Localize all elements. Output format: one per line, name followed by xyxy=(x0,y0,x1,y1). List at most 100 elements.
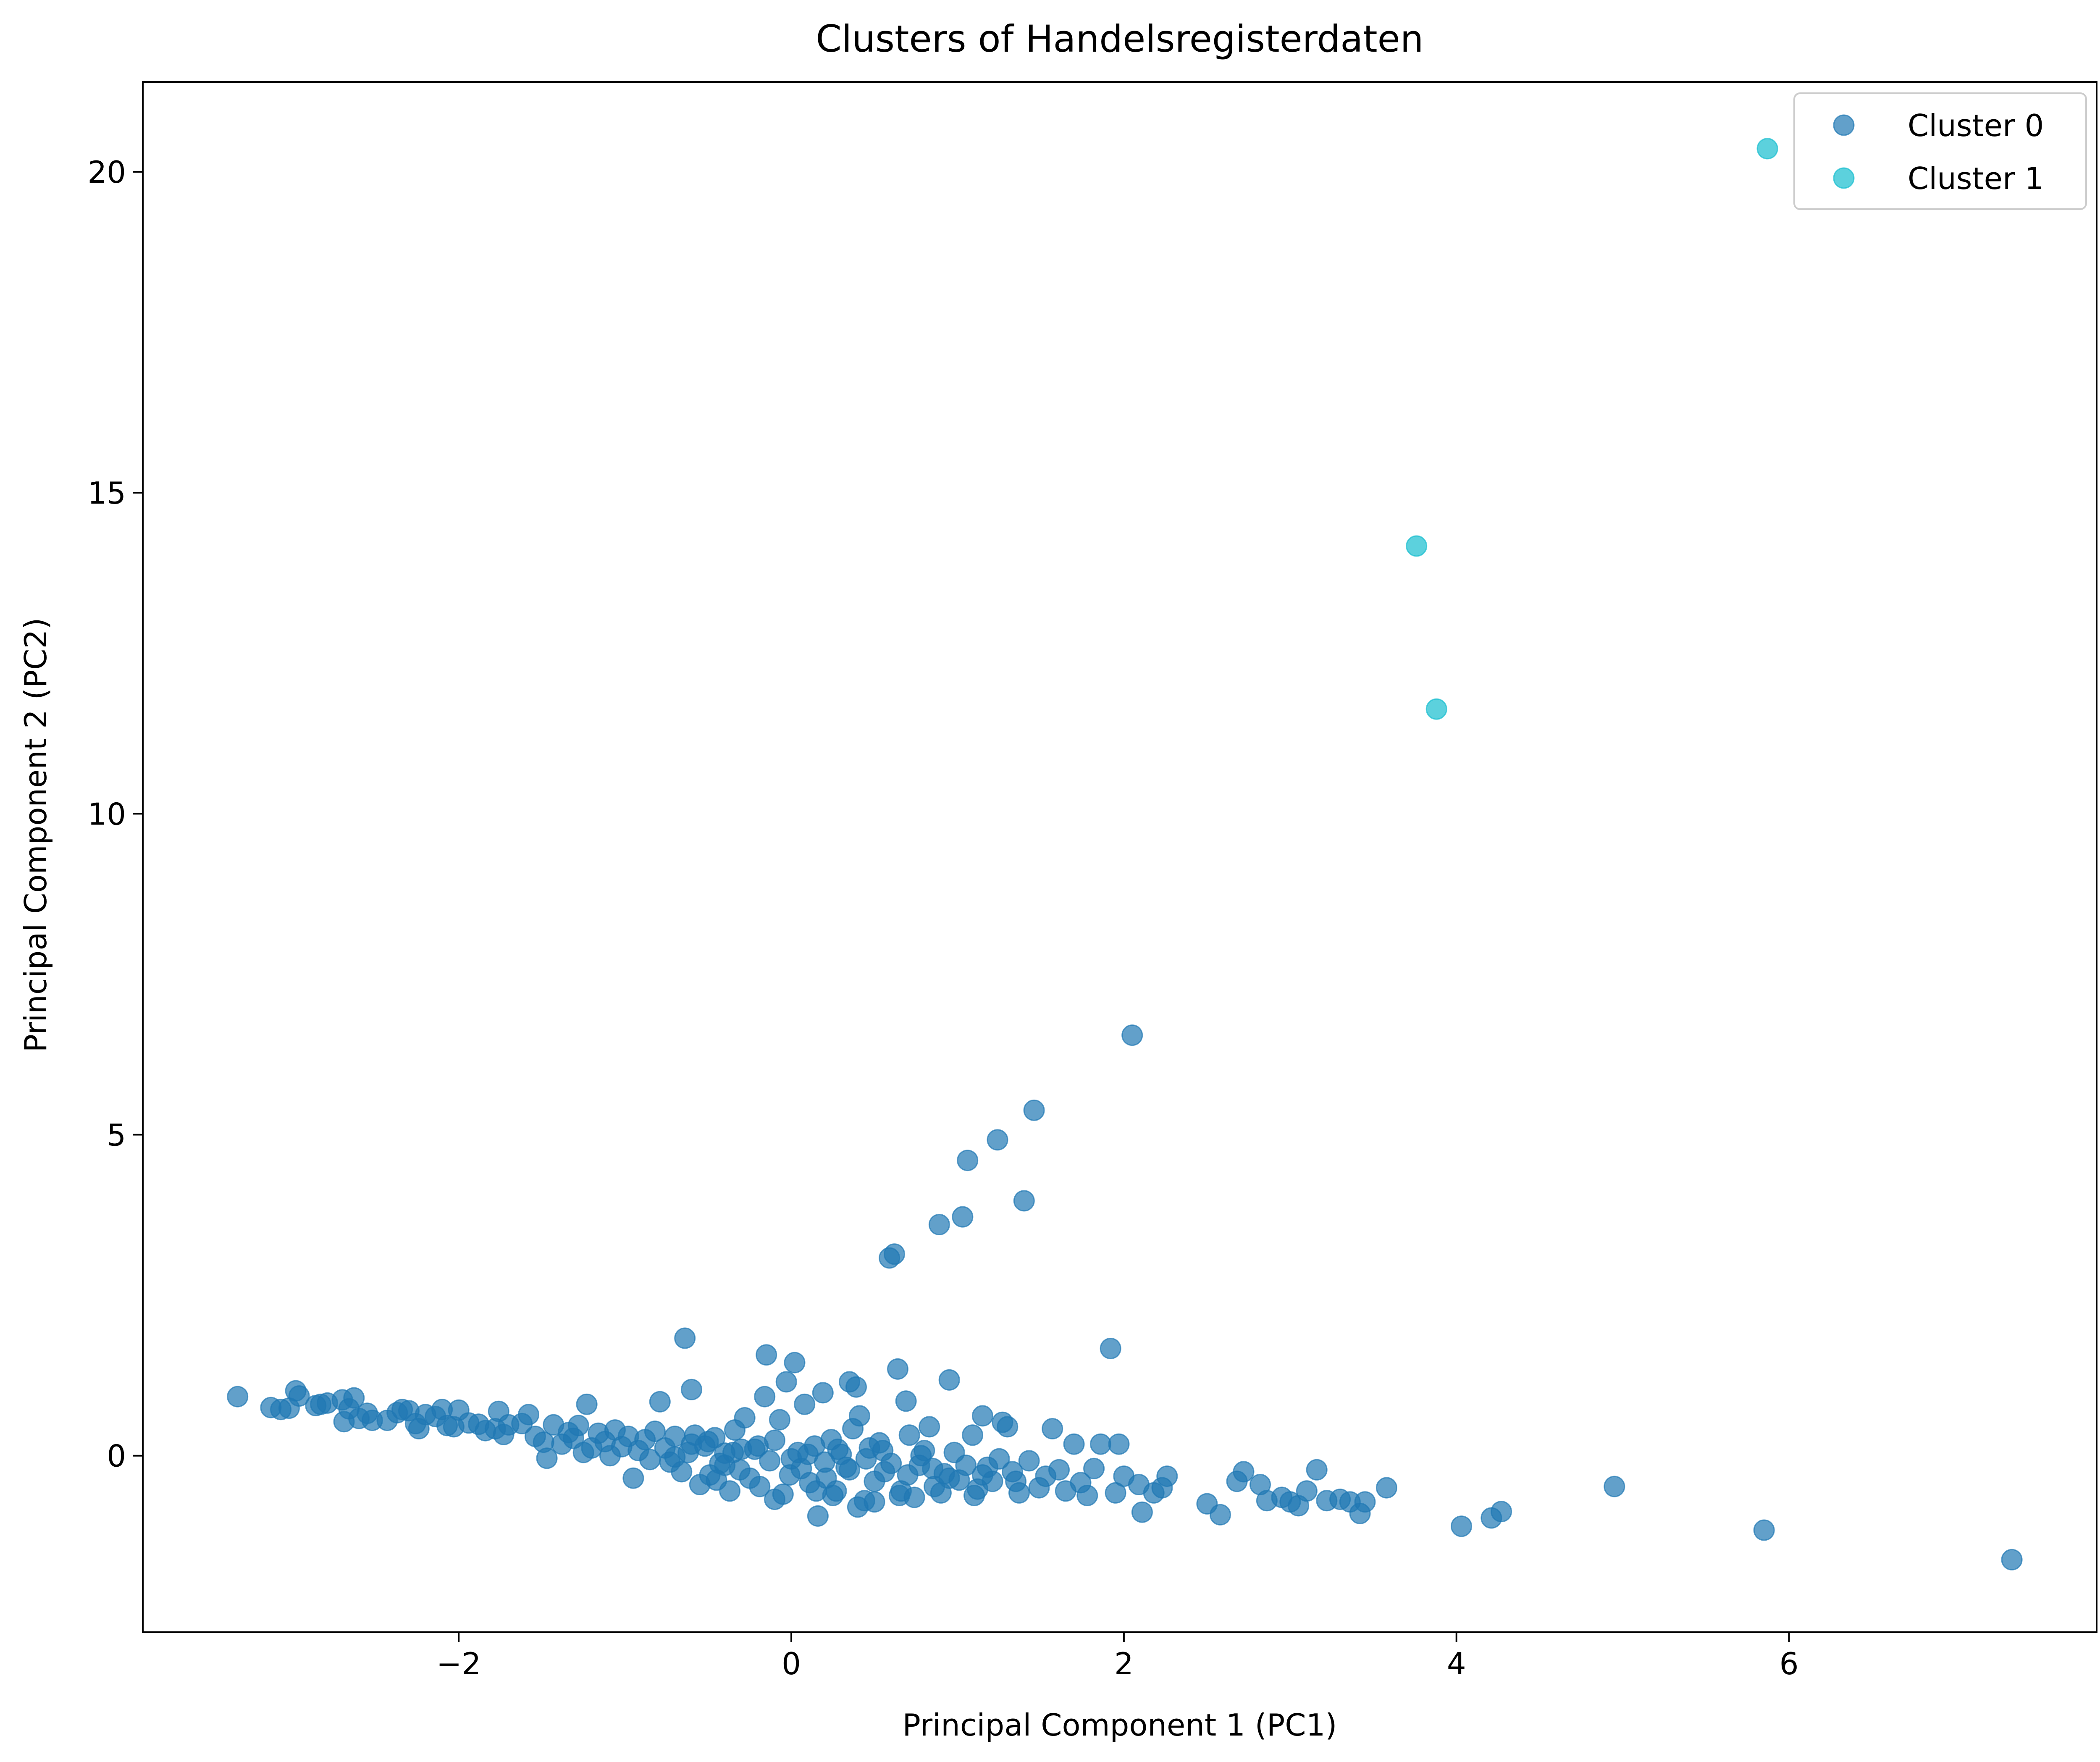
data-point xyxy=(1023,1099,1045,1121)
data-point xyxy=(987,1129,1008,1151)
data-point xyxy=(2001,1549,2023,1570)
data-point xyxy=(864,1491,885,1513)
legend-label: Cluster 1 xyxy=(1908,161,2044,196)
y-tick-label: 0 xyxy=(107,1439,126,1474)
data-point xyxy=(1306,1459,1328,1481)
data-point xyxy=(848,1405,870,1427)
data-point xyxy=(1753,1519,1775,1541)
y-tick-label: 15 xyxy=(87,475,126,511)
data-point xyxy=(971,1464,993,1486)
series-0 xyxy=(227,1024,2023,1570)
legend-box xyxy=(1793,92,2087,210)
data-point xyxy=(756,1344,777,1366)
data-point xyxy=(884,1243,905,1265)
data-point xyxy=(928,1214,950,1235)
data-point xyxy=(1076,1485,1098,1506)
data-point xyxy=(827,1438,849,1460)
y-axis-label: Principal Component 2 (PC2) xyxy=(18,618,53,1053)
data-point xyxy=(887,1358,908,1380)
data-point xyxy=(227,1386,249,1407)
data-point xyxy=(681,1433,702,1455)
data-point xyxy=(997,1416,1018,1438)
data-point xyxy=(814,1451,835,1473)
data-point xyxy=(1604,1476,1625,1497)
data-point xyxy=(1048,1459,1070,1481)
data-point xyxy=(897,1464,919,1486)
legend: Cluster 0 Cluster 1 xyxy=(1793,92,2087,210)
legend-label: Cluster 0 xyxy=(1908,108,2044,143)
data-point xyxy=(1090,1433,1111,1455)
x-tick-label: 4 xyxy=(1447,1646,1466,1681)
data-point xyxy=(955,1455,977,1476)
x-tick-label: 2 xyxy=(1114,1646,1134,1681)
data-point xyxy=(839,1459,861,1481)
data-point xyxy=(622,1467,644,1489)
data-point xyxy=(764,1489,785,1510)
plot-frame xyxy=(142,81,2097,1633)
data-point xyxy=(1156,1465,1178,1487)
data-point xyxy=(681,1379,702,1400)
data-point xyxy=(1406,535,1428,557)
data-point xyxy=(775,1371,797,1393)
data-point xyxy=(957,1150,979,1171)
data-point xyxy=(754,1386,776,1407)
data-point xyxy=(769,1409,790,1431)
y-tick-label: 10 xyxy=(87,796,126,832)
data-point xyxy=(952,1206,974,1228)
legend-marker xyxy=(1833,167,1855,189)
data-point xyxy=(1083,1457,1105,1479)
data-point xyxy=(576,1393,598,1415)
data-point xyxy=(807,1505,829,1527)
y-tick-label: 5 xyxy=(107,1118,126,1153)
plot-marks xyxy=(227,138,2023,1570)
data-point xyxy=(518,1404,539,1426)
data-point xyxy=(938,1369,960,1391)
data-point xyxy=(812,1382,834,1404)
data-point xyxy=(1210,1504,1231,1526)
data-point xyxy=(343,1387,365,1409)
data-point xyxy=(963,1485,985,1506)
data-point xyxy=(1063,1433,1085,1455)
data-point xyxy=(1100,1338,1121,1359)
data-point xyxy=(288,1385,310,1407)
data-point xyxy=(988,1448,1010,1470)
data-point xyxy=(930,1482,952,1504)
chart-title: Clusters of Handelsregisterdaten xyxy=(816,17,1423,60)
data-point xyxy=(1354,1491,1376,1513)
data-point xyxy=(749,1476,771,1497)
x-tick-label: 0 xyxy=(782,1646,801,1681)
data-point xyxy=(1042,1418,1063,1439)
legend-marker xyxy=(1833,114,1855,136)
data-point xyxy=(1451,1515,1473,1537)
data-point xyxy=(644,1421,666,1442)
data-point xyxy=(1108,1433,1130,1455)
data-point xyxy=(1491,1501,1512,1523)
data-point xyxy=(962,1424,984,1446)
data-point xyxy=(649,1391,671,1413)
data-point xyxy=(971,1405,993,1427)
data-point xyxy=(759,1450,781,1472)
data-point xyxy=(919,1416,940,1438)
axis-ticks: −2 0 2 4 6 0 5 10 15 20 xyxy=(87,155,1798,1681)
data-point xyxy=(1376,1477,1397,1499)
x-tick-label: −2 xyxy=(436,1646,481,1681)
data-point xyxy=(1121,1024,1143,1046)
data-point xyxy=(784,1352,806,1373)
data-point xyxy=(674,1327,696,1349)
data-point xyxy=(1018,1450,1040,1472)
data-point xyxy=(1233,1461,1255,1483)
data-point xyxy=(734,1407,756,1429)
data-point xyxy=(1425,698,1447,720)
data-point xyxy=(880,1452,902,1474)
series-1 xyxy=(1406,138,1778,720)
data-point xyxy=(730,1438,752,1460)
data-point xyxy=(664,1446,686,1468)
data-point xyxy=(845,1376,867,1398)
data-point xyxy=(1756,138,1778,160)
x-tick-label: 6 xyxy=(1780,1646,1799,1681)
y-tick-label: 20 xyxy=(87,155,126,190)
x-axis-label: Principal Component 1 (PC1) xyxy=(903,1707,1337,1743)
data-point xyxy=(794,1393,816,1415)
data-point xyxy=(895,1390,917,1412)
